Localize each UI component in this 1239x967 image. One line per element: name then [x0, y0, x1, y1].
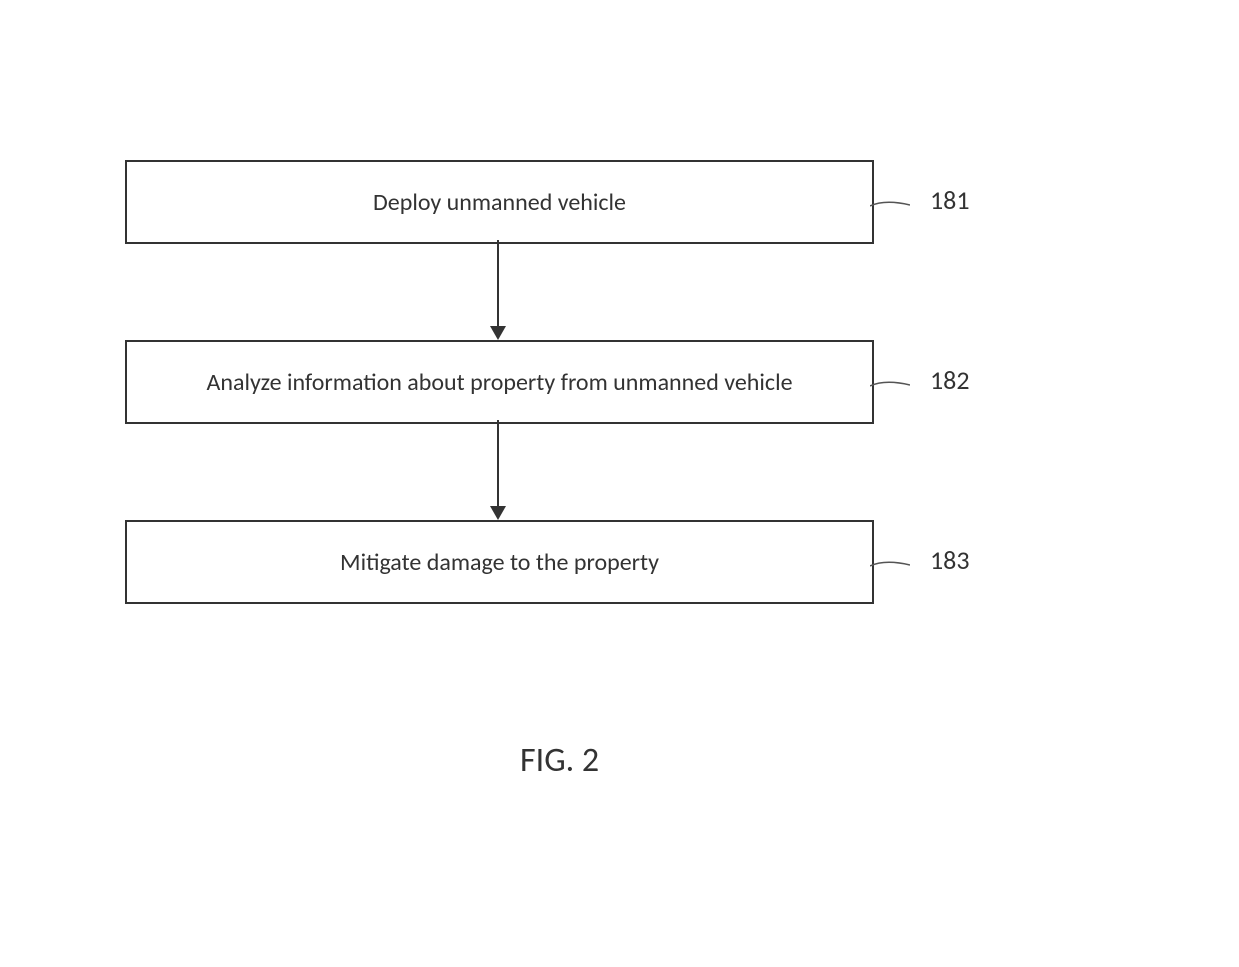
flowchart-box-3-text: Mitigate damage to the property — [340, 548, 659, 577]
ref-label-1: 181 — [930, 184, 970, 216]
flowchart-box-2: Analyze information about property from … — [125, 340, 874, 424]
figure-label: FIG. 2 — [520, 740, 599, 781]
flowchart-box-1-text: Deploy unmanned vehicle — [373, 188, 626, 217]
arrow-2-3-line — [497, 420, 499, 506]
ref-label-3: 183 — [930, 544, 970, 576]
ref-label-2: 182 — [930, 364, 970, 396]
ref-connector-1 — [870, 196, 910, 206]
ref-connector-3 — [870, 556, 910, 566]
flowchart-box-1: Deploy unmanned vehicle — [125, 160, 874, 244]
flowchart-box-3: Mitigate damage to the property — [125, 520, 874, 604]
arrow-1-2-head — [490, 326, 506, 340]
arrow-1-2-line — [497, 240, 499, 326]
flowchart-box-2-text: Analyze information about property from … — [206, 368, 792, 397]
arrow-2-3-head — [490, 506, 506, 520]
ref-connector-2 — [870, 376, 910, 386]
